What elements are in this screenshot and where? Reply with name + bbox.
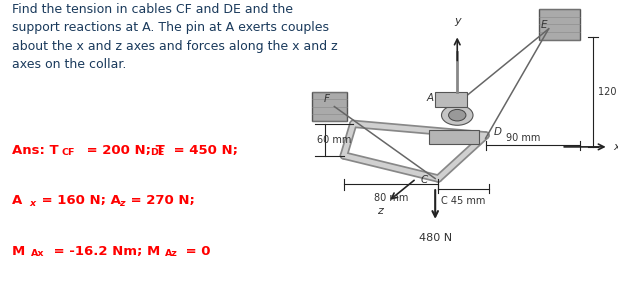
Text: A: A bbox=[12, 194, 22, 207]
Text: C: C bbox=[420, 175, 427, 185]
Text: CF: CF bbox=[61, 148, 75, 157]
Text: Az: Az bbox=[165, 249, 178, 258]
Text: = 0: = 0 bbox=[181, 245, 211, 258]
Text: Find the tension in cables CF and DE and the
support reactions at A. The pin at : Find the tension in cables CF and DE and… bbox=[12, 3, 338, 71]
Text: F: F bbox=[323, 94, 329, 104]
Text: Ax: Ax bbox=[32, 249, 45, 258]
Text: Ans: T: Ans: T bbox=[12, 144, 59, 157]
Text: x: x bbox=[613, 142, 618, 152]
Polygon shape bbox=[429, 130, 480, 144]
Text: M: M bbox=[12, 245, 25, 258]
Text: z: z bbox=[119, 199, 124, 208]
Text: = 450 N;: = 450 N; bbox=[169, 144, 239, 157]
Text: C 45 mm: C 45 mm bbox=[441, 196, 486, 206]
Text: z: z bbox=[377, 206, 383, 216]
Text: = 200 N; T: = 200 N; T bbox=[82, 144, 164, 157]
Text: A: A bbox=[426, 93, 434, 103]
Polygon shape bbox=[312, 92, 347, 121]
Polygon shape bbox=[539, 9, 580, 40]
Text: y: y bbox=[454, 16, 460, 26]
Text: x: x bbox=[29, 199, 35, 208]
Text: DE: DE bbox=[150, 148, 164, 157]
Text: 480 N: 480 N bbox=[418, 233, 452, 243]
Polygon shape bbox=[435, 92, 467, 107]
Text: 80 mm: 80 mm bbox=[374, 193, 408, 203]
Ellipse shape bbox=[441, 105, 473, 125]
Text: 120 mm: 120 mm bbox=[598, 87, 618, 97]
Text: 90 mm: 90 mm bbox=[506, 132, 541, 143]
Text: E: E bbox=[541, 20, 547, 30]
Text: = -16.2 Nm; M: = -16.2 Nm; M bbox=[49, 245, 161, 258]
Text: = 160 N; A: = 160 N; A bbox=[37, 194, 121, 207]
Text: = 270 N;: = 270 N; bbox=[126, 194, 195, 207]
Ellipse shape bbox=[449, 109, 466, 121]
Text: D: D bbox=[494, 128, 501, 137]
Text: 60 mm: 60 mm bbox=[317, 135, 352, 145]
